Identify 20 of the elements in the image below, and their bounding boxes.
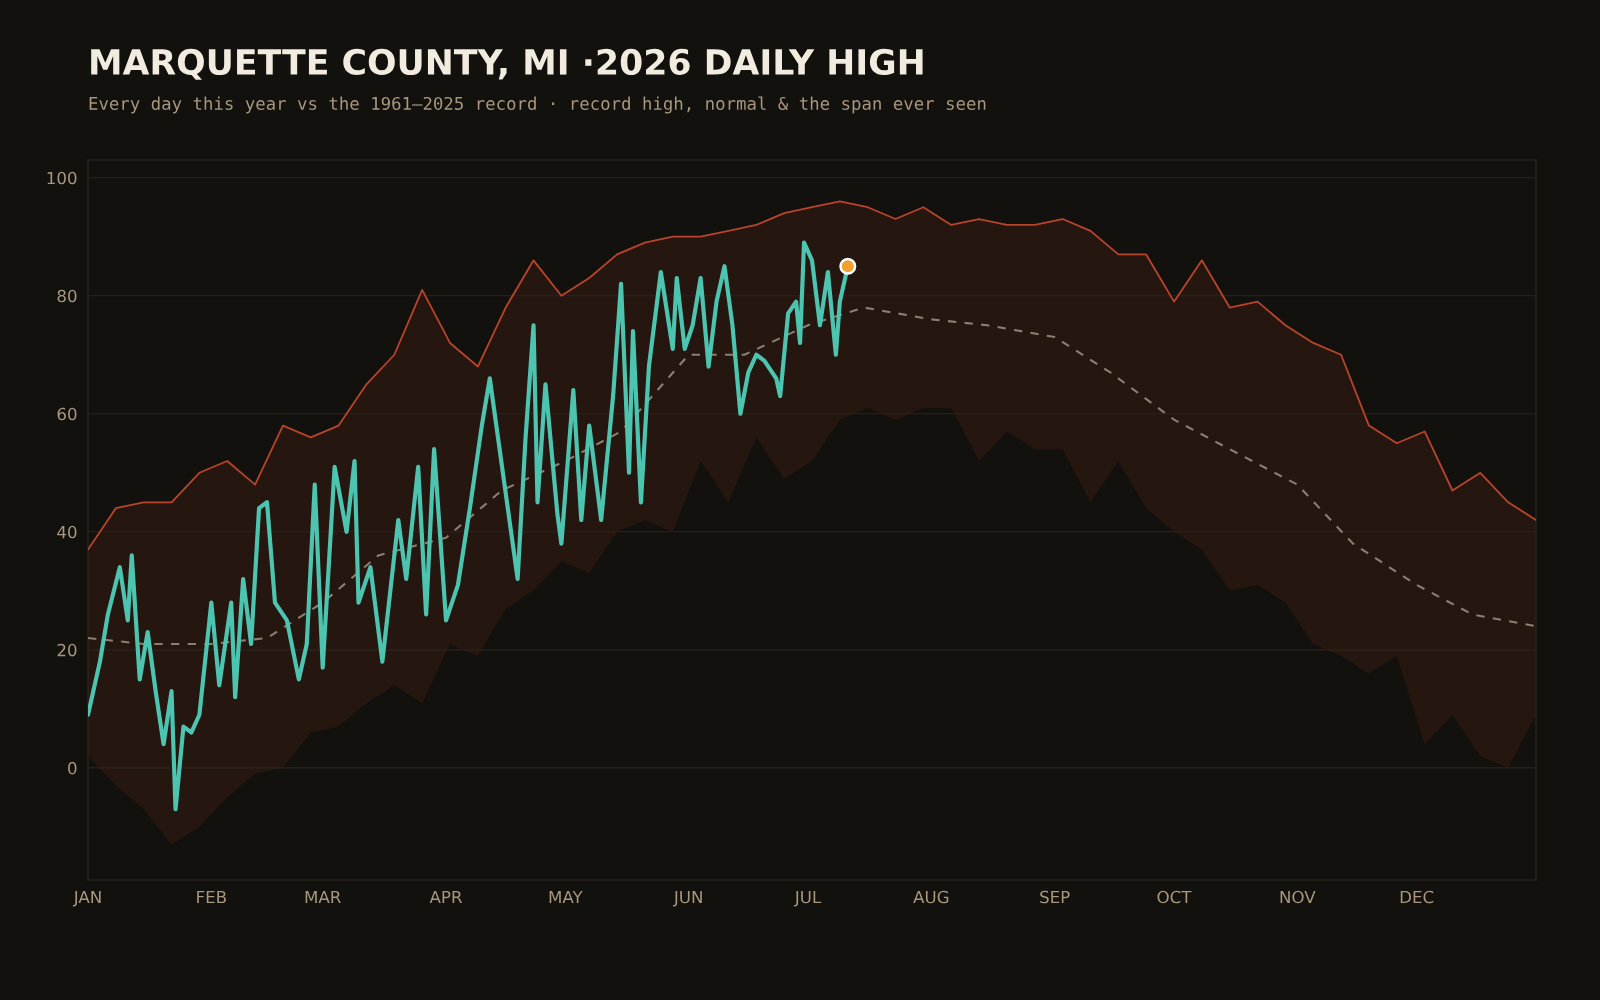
x-tick-label: FEB <box>197 890 226 904</box>
x-tick-label: APR <box>429 890 463 904</box>
x-tick-label: JUN <box>673 890 702 907</box>
x-tick-label: SEP <box>1040 890 1070 904</box>
x-tick-label: AUG <box>913 890 949 904</box>
y-tick-label: 20 <box>57 643 77 657</box>
x-tick-label: OCT <box>1157 890 1192 904</box>
chart-subtitle: Every day this year vs the 1961–2025 record · record high, normal & the span ever seen <box>89 96 986 114</box>
y-tick-label: 0 <box>68 761 77 775</box>
x-tick-label: NOV <box>1280 890 1316 904</box>
x-tick-label: JAN <box>72 890 101 907</box>
y-tick-label: 60 <box>57 407 77 421</box>
chart-title: MARQUETTE COUNTY, MI ·2026 DAILY HIGH <box>91 48 923 80</box>
y-tick-label: 80 <box>57 289 77 303</box>
x-tick-label: MAY <box>549 890 583 904</box>
x-tick-label: MAR <box>305 890 341 904</box>
y-tick-label: 100 <box>47 171 77 185</box>
x-tick-label: DEC <box>1400 890 1434 904</box>
y-tick-label: 40 <box>57 525 77 539</box>
x-tick-label: JUL <box>793 890 822 907</box>
